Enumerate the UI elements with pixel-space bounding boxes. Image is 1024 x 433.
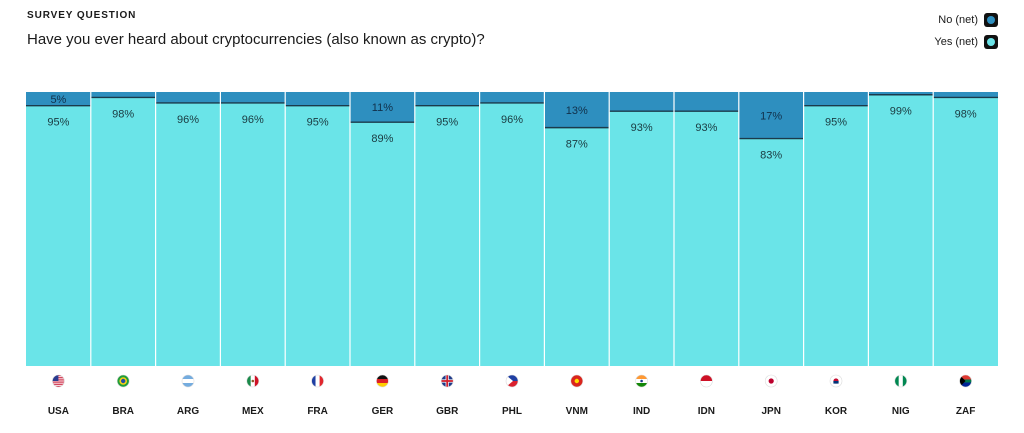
bar-yes-zaf bbox=[933, 97, 998, 366]
category-label-usa: USA bbox=[48, 406, 69, 417]
category-label-zaf: ZAF bbox=[956, 406, 975, 417]
bar-yes-ind bbox=[609, 111, 674, 367]
flag-usa-icon bbox=[52, 374, 65, 388]
bar-yes-vnm bbox=[544, 127, 610, 367]
bar-no-phl bbox=[479, 92, 545, 103]
flag-zaf-icon bbox=[959, 374, 972, 388]
bar-no-kor bbox=[803, 92, 869, 106]
category-label-fra: FRA bbox=[307, 406, 328, 417]
bar-no-idn bbox=[674, 92, 739, 112]
legend-item-yes: Yes (net) bbox=[934, 32, 998, 51]
bar-no-gbr bbox=[414, 92, 480, 106]
data-label-no-jpn: 17% bbox=[760, 110, 782, 122]
bar-no-fra bbox=[285, 92, 350, 106]
flag-jpn-icon bbox=[764, 374, 778, 388]
bar-no-zaf bbox=[933, 92, 998, 98]
eyebrow-label: SURVEY QUESTION bbox=[27, 10, 137, 21]
bar-no-nig bbox=[868, 92, 934, 95]
bar-yes-gbr bbox=[414, 105, 480, 366]
legend-swatch-yes bbox=[984, 34, 998, 49]
bar-no-bra bbox=[90, 92, 156, 98]
legend-item-no: No (net) bbox=[934, 10, 998, 29]
data-label-yes-idn: 93% bbox=[695, 122, 717, 134]
data-label-yes-zaf: 98% bbox=[955, 108, 977, 120]
flag-bra-icon bbox=[116, 374, 130, 388]
bar-yes-jpn bbox=[738, 138, 804, 366]
category-label-nig: NIG bbox=[892, 406, 910, 417]
flag-mex-icon bbox=[246, 374, 260, 388]
bar-yes-idn bbox=[674, 111, 739, 367]
data-label-yes-ger: 89% bbox=[371, 133, 393, 145]
category-label-phl: PHL bbox=[502, 406, 522, 417]
bar-no-vnm bbox=[544, 92, 610, 128]
flag-idn-icon bbox=[700, 374, 713, 388]
bar-no-arg bbox=[155, 92, 221, 103]
bar-yes-usa bbox=[26, 105, 91, 366]
flag-fra-icon bbox=[311, 374, 324, 388]
bar-yes-bra bbox=[90, 97, 156, 366]
category-label-ind: IND bbox=[633, 406, 650, 417]
data-label-yes-mex: 96% bbox=[242, 114, 264, 126]
data-label-no-usa: 5% bbox=[50, 94, 66, 106]
flag-arg-icon bbox=[181, 374, 195, 388]
data-label-yes-ind: 93% bbox=[631, 122, 653, 134]
data-label-yes-fra: 95% bbox=[307, 117, 329, 129]
category-label-jpn: JPN bbox=[761, 406, 780, 417]
data-label-yes-arg: 96% bbox=[177, 114, 199, 126]
data-label-no-ger: 11% bbox=[372, 102, 393, 114]
legend-swatch-no bbox=[984, 12, 998, 27]
bar-no-ind bbox=[609, 92, 674, 112]
bar-no-usa bbox=[26, 92, 91, 106]
bar-no-mex bbox=[220, 92, 286, 103]
data-label-yes-usa: 95% bbox=[47, 117, 69, 129]
bar-yes-ger bbox=[350, 122, 415, 366]
data-label-yes-nig: 99% bbox=[890, 106, 912, 118]
category-label-kor: KOR bbox=[825, 406, 848, 417]
category-label-idn: IDN bbox=[698, 406, 715, 417]
legend-label-no: No (net) bbox=[938, 13, 978, 26]
category-label-ger: GER bbox=[372, 406, 394, 417]
category-label-gbr: GBR bbox=[436, 406, 459, 417]
bar-yes-fra bbox=[285, 105, 350, 366]
bar-yes-nig bbox=[868, 94, 934, 367]
data-label-yes-bra: 98% bbox=[112, 108, 134, 120]
bar-yes-phl bbox=[479, 102, 545, 367]
flag-vnm-icon bbox=[570, 374, 584, 388]
bar-no-ger bbox=[350, 92, 415, 123]
survey-question: Have you ever heard about cryptocurrenci… bbox=[27, 31, 485, 48]
flag-gbr-icon bbox=[440, 374, 454, 388]
flag-phl-icon bbox=[505, 374, 519, 388]
data-label-no-vnm: 13% bbox=[566, 105, 588, 117]
data-label-yes-jpn: 83% bbox=[760, 150, 782, 162]
data-label-yes-vnm: 87% bbox=[566, 139, 588, 151]
data-label-yes-phl: 96% bbox=[501, 114, 523, 126]
legend-label-yes: Yes (net) bbox=[934, 35, 978, 48]
flag-ger-icon bbox=[376, 374, 389, 388]
data-label-yes-gbr: 95% bbox=[436, 117, 458, 129]
flag-ind-icon bbox=[635, 374, 648, 388]
bar-yes-kor bbox=[803, 105, 869, 366]
bar-yes-mex bbox=[220, 102, 286, 367]
category-label-vnm: VNM bbox=[566, 406, 588, 417]
flag-kor-icon bbox=[829, 374, 843, 388]
data-label-yes-kor: 95% bbox=[825, 117, 847, 129]
category-label-bra: BRA bbox=[112, 406, 134, 417]
category-label-arg: ARG bbox=[177, 406, 199, 417]
legend: No (net) Yes (net) bbox=[934, 10, 998, 54]
flag-nig-icon bbox=[894, 374, 908, 388]
bar-yes-arg bbox=[155, 102, 221, 367]
category-label-mex: MEX bbox=[242, 406, 264, 417]
bar-no-jpn bbox=[738, 92, 804, 139]
